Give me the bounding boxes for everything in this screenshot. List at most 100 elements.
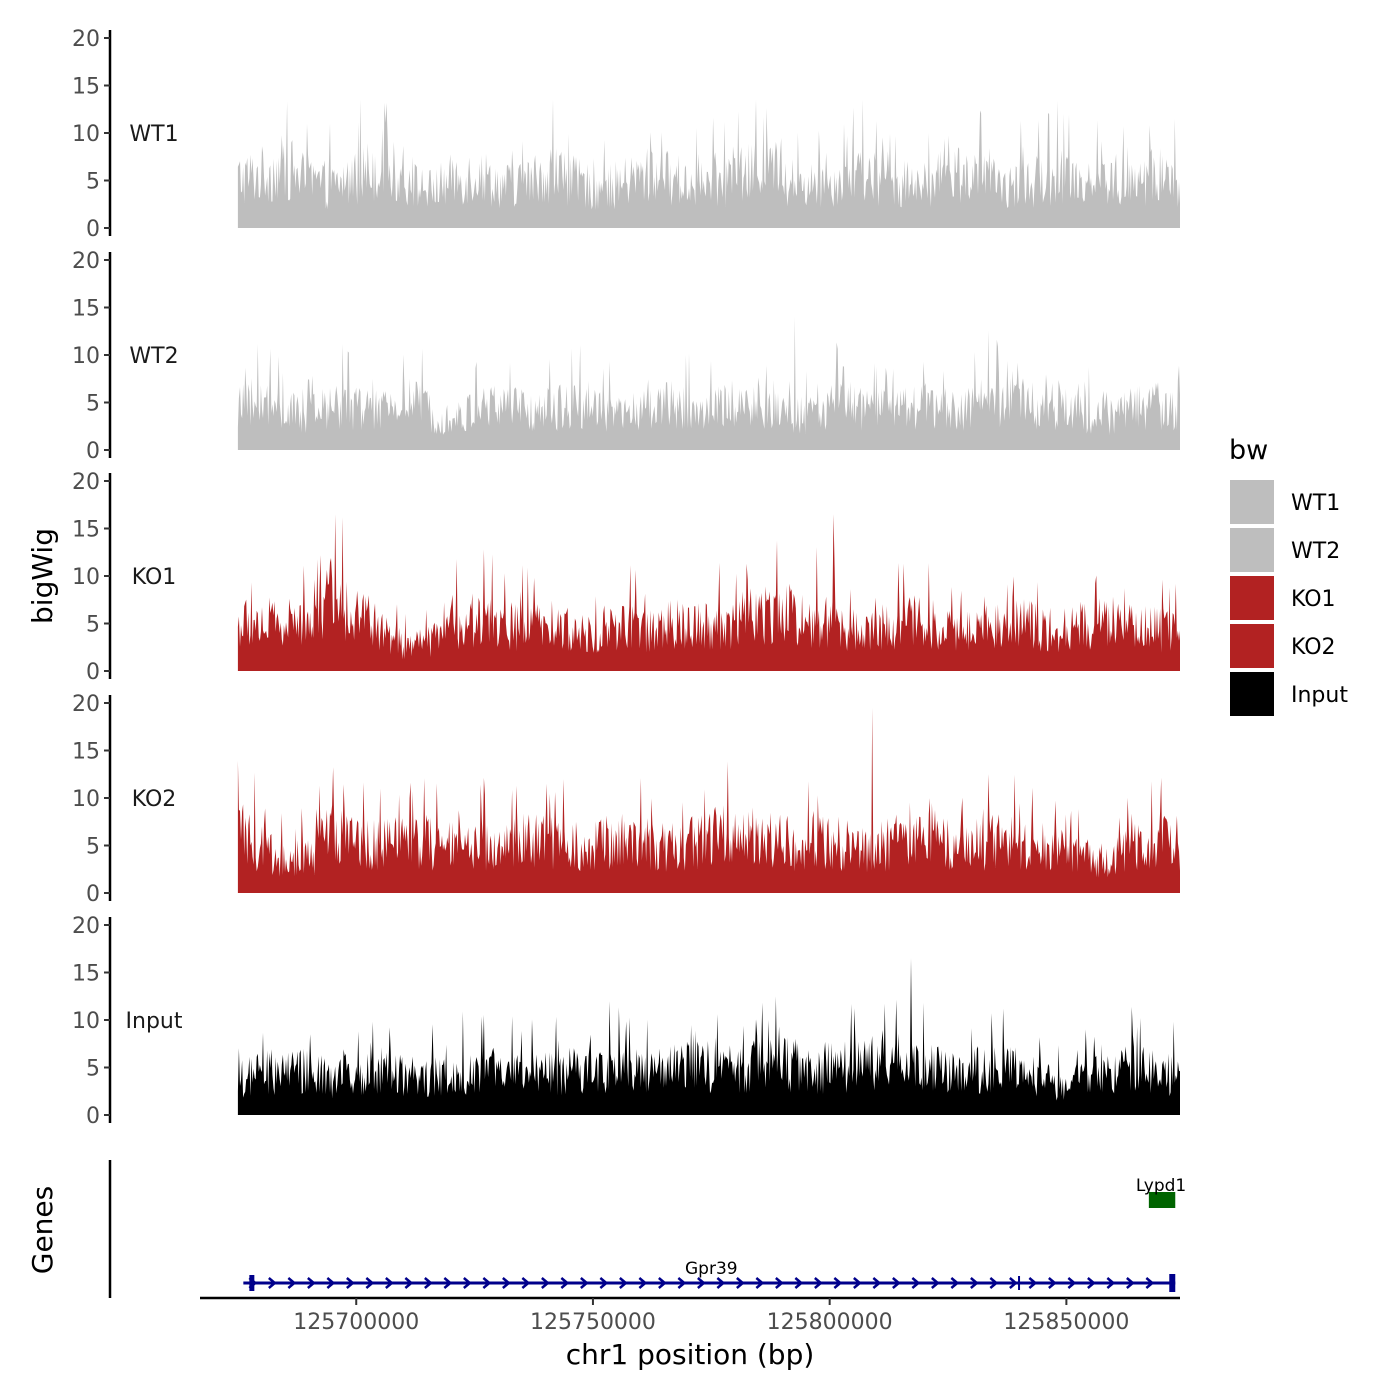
legend: bw WT1 WT2 KO1 KO2 Input [1229,435,1348,716]
panel-label: KO2 [132,787,177,812]
y-tick-label: 10 [72,565,100,590]
y-tick-label: 10 [72,787,100,812]
legend-label: WT2 [1291,539,1340,564]
x-tick-label: 125700000 [293,1310,419,1335]
y-tick-label: 15 [72,962,100,987]
y-tick-label: 0 [86,660,100,685]
gene-label: Gpr39 [685,1259,738,1279]
strand-arrow [677,1277,687,1289]
panel-ko2: 0 5 10 15 20 KO2 [72,692,1180,907]
panel-wt2: 0 5 10 15 20 WT2 [72,249,1180,464]
strand-arrow [1106,1277,1116,1289]
strand-arrow [755,1277,765,1289]
strand-arrow [716,1277,726,1289]
strand-arrow [268,1277,277,1289]
panel-label: WT1 [129,122,178,147]
strand-arrow [697,1277,706,1289]
y-tick-label: 5 [86,170,100,195]
gene-gpr39: Gpr39 [243,1259,1176,1292]
y-tick-label: 10 [72,344,100,369]
y-tick-label: 5 [86,1057,100,1082]
strand-arrow [970,1277,979,1289]
coverage-area-ko1 [237,514,1180,671]
genes-track: Gpr39 Lypd1 [108,1160,1186,1298]
strand-arrow [872,1277,882,1289]
exon [1169,1274,1176,1292]
x-tick-label: 125750000 [530,1310,656,1335]
coverage-area-ko2 [237,707,1180,893]
strand-arrow [521,1277,531,1289]
strand-arrow [814,1277,823,1289]
y-tick-label: 20 [72,914,100,939]
y-axis-title: bigWig [26,528,59,624]
strand-arrow [307,1277,316,1289]
panel-ko1: 0 5 10 15 20 KO1 [72,470,1180,685]
strand-arrow [443,1277,453,1289]
coverage-panels: 0 5 10 15 20 WT1 0 5 10 15 20 WT2 0 5 10 15 20 KO1 0 5 10 15 2… [72,27,1180,1129]
legend-swatch [1230,480,1274,524]
strand-arrow [658,1277,667,1289]
y-tick-label: 15 [72,75,100,100]
strand-arrow [989,1277,999,1289]
legend-swatch [1230,528,1274,572]
strand-arrow [580,1277,589,1289]
x-axis-title: chr1 position (bp) [566,1338,815,1371]
y-tick-label: 10 [72,122,100,147]
strand-arrow [346,1277,355,1289]
strand-arrow [931,1277,940,1289]
y-tick-label: 15 [72,740,100,765]
strand-arrow [424,1277,433,1289]
legend-label: Input [1291,683,1348,708]
strand-arrow [482,1277,492,1289]
strand-arrow [892,1277,901,1289]
strand-arrow [619,1277,628,1289]
coverage-area-wt2 [237,317,1180,450]
x-axis: 125700000 125750000 125800000 125850000 [200,1296,1180,1335]
panel-wt1: 0 5 10 15 20 WT1 [72,27,1180,242]
strand-arrow [1067,1277,1077,1289]
strand-arrow [541,1277,550,1289]
strand-arrow [950,1277,960,1289]
panel-label: WT2 [129,344,178,369]
strand-arrow [1087,1277,1096,1289]
strand-arrow [326,1277,336,1289]
exon [1018,1276,1021,1290]
strand-arrow [385,1277,394,1289]
strand-arrow [775,1277,784,1289]
legend-title: bw [1229,435,1268,466]
x-tick-label: 125850000 [1003,1310,1129,1335]
y-tick-label: 20 [72,27,100,52]
y-tick-label: 20 [72,470,100,495]
y-tick-label: 15 [72,518,100,543]
strand-arrow [911,1277,921,1289]
strand-arrow [287,1277,297,1289]
y-tick-label: 15 [72,297,100,322]
strand-arrow [599,1277,609,1289]
strand-arrow [638,1277,648,1289]
strand-arrow [736,1277,745,1289]
coverage-area-input [237,958,1180,1115]
legend-label: KO2 [1291,635,1336,660]
strand-arrow [1028,1277,1038,1289]
gene-lypd1: Lypd1 [1136,1176,1186,1208]
legend-swatch [1230,672,1274,716]
strand-arrow [833,1277,843,1289]
strand-arrow [794,1277,804,1289]
strand-arrow [404,1277,414,1289]
legend-label: KO1 [1291,587,1336,612]
strand-arrow [1126,1277,1135,1289]
y-tick-label: 0 [86,217,100,242]
strand-arrow [853,1277,862,1289]
panel-input: 0 5 10 15 20 Input [72,914,1180,1129]
y-tick-label: 5 [86,392,100,417]
strand-arrow [502,1277,511,1289]
legend-swatch [1230,624,1274,668]
strand-arrow [463,1277,472,1289]
strand-arrow [1048,1277,1057,1289]
y-tick-label: 20 [72,692,100,717]
strand-arrow [365,1277,375,1289]
genes-track-title: Genes [26,1186,59,1274]
coverage-area-wt1 [237,99,1180,228]
y-tick-label: 20 [72,249,100,274]
